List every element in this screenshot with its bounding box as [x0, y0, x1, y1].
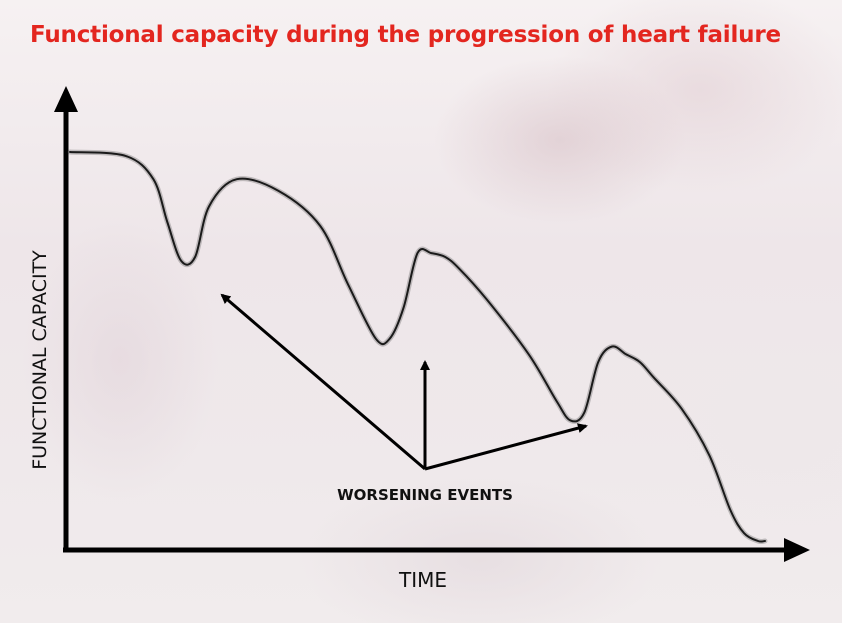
y-axis-arrow	[54, 86, 78, 112]
x-axis-arrow	[784, 538, 810, 562]
series-line	[69, 151, 766, 543]
series-line-shadow	[67, 149, 768, 545]
annotation-arrow-3	[424, 423, 588, 471]
x-axis-label: TIME	[398, 568, 447, 592]
chart-title: Functional capacity during the progressi…	[30, 22, 781, 48]
annotation-arrow-1	[220, 293, 426, 471]
y-axis-label: FUNCTIONAL CAPACITY	[29, 250, 51, 470]
annotation-label: WORSENING EVENTS	[337, 486, 513, 504]
